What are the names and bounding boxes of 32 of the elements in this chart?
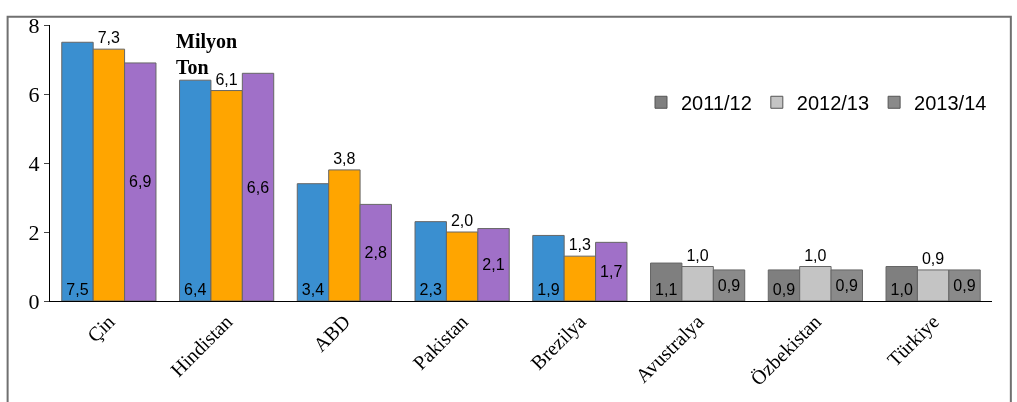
data-label: 2,0 [450, 212, 474, 229]
data-label: 6,6 [246, 178, 270, 196]
data-label: 0,9 [953, 276, 976, 294]
y-tick-label: 8 [28, 12, 40, 38]
legend-label: 2012/13 [796, 92, 870, 115]
data-label: 6,9 [129, 173, 152, 191]
y-tick-label: 0 [28, 288, 40, 314]
legend-label: 2013/14 [914, 92, 987, 115]
data-label: 1,1 [655, 281, 678, 298]
data-label: 1,0 [890, 281, 913, 298]
data-label: 0,9 [772, 281, 796, 298]
y-tick-label: 6 [28, 81, 40, 107]
data-label: 1,7 [600, 263, 623, 281]
y-tick-label: 4 [28, 150, 40, 176]
data-label: 0,9 [717, 276, 741, 294]
y-tick-label: 2 [28, 219, 40, 245]
data-label: 2,1 [482, 256, 505, 274]
data-label: 2,8 [364, 244, 387, 262]
data-label: 3,4 [301, 281, 325, 298]
data-label: 7,3 [97, 29, 121, 47]
data-label: 0,9 [921, 249, 945, 267]
data-label: 2,3 [419, 281, 442, 298]
legend-label: 2011/12 [681, 92, 752, 115]
data-label: 0,9 [835, 276, 858, 294]
data-label: 1,0 [686, 246, 709, 264]
data-label: 3,8 [333, 149, 356, 167]
data-label: 7,5 [66, 281, 89, 298]
data-label: 6,4 [184, 281, 207, 298]
data-label: 1,3 [568, 236, 592, 254]
x-tick-label: Çin [82, 310, 120, 348]
data-label: 1,9 [537, 281, 560, 298]
data-label: 1,0 [804, 246, 827, 264]
